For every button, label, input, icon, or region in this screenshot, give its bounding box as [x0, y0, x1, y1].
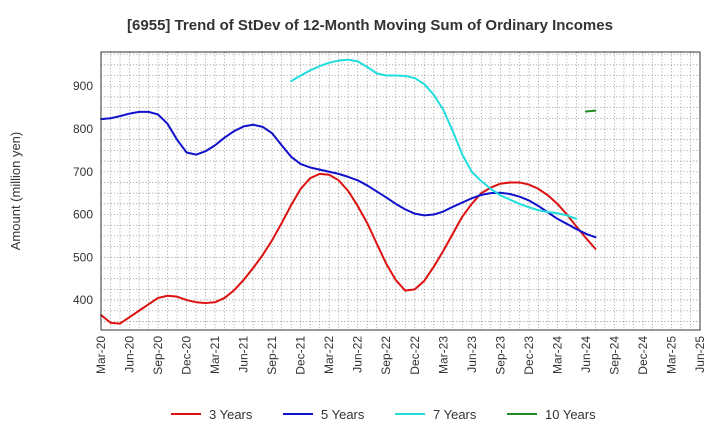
y-tick-labels: 400 500 600 700 800 900 — [73, 79, 93, 307]
x-tick-label: Dec-21 — [294, 336, 308, 375]
y-axis-label: Amount (million yen) — [8, 132, 23, 251]
x-tick-label: Jun-23 — [465, 336, 479, 373]
series-line-5-years — [100, 110, 597, 239]
series-line-3-years — [100, 172, 597, 325]
y-tick-label: 800 — [73, 122, 93, 136]
series-line-7-years — [290, 58, 578, 220]
series-layer — [100, 58, 597, 325]
legend: 3 Years 5 Years 7 Years 10 Years — [171, 407, 596, 422]
x-tick-label: Dec-22 — [408, 336, 422, 375]
x-tick-label: Mar-21 — [208, 336, 222, 374]
x-tick-label: Mar-22 — [322, 336, 336, 374]
series-line-10-years — [584, 109, 597, 113]
y-tick-label: 700 — [73, 165, 93, 179]
chart-title: [6955] Trend of StDev of 12-Month Moving… — [127, 17, 613, 34]
x-tick-label: Dec-24 — [636, 336, 650, 375]
legend-item-10-years: 10 Years — [507, 407, 596, 422]
x-tick-label: Jun-24 — [579, 336, 593, 373]
x-tick-label: Sep-24 — [607, 336, 621, 375]
x-tick-label: Jun-25 — [693, 336, 707, 373]
legend-label: 5 Years — [321, 407, 365, 422]
x-tick-label: Sep-20 — [151, 336, 165, 375]
x-tick-label: Sep-21 — [265, 336, 279, 375]
legend-item-7-years: 7 Years — [395, 407, 477, 422]
y-tick-label: 900 — [73, 79, 93, 93]
x-tick-label: Sep-23 — [493, 336, 507, 375]
legend-label: 3 Years — [209, 407, 253, 422]
x-tick-label: Mar-25 — [664, 336, 678, 374]
y-tick-label: 500 — [73, 250, 93, 264]
x-tick-label: Jun-20 — [123, 336, 137, 373]
x-tick-label: Mar-24 — [550, 336, 564, 374]
legend-label: 10 Years — [545, 407, 596, 422]
x-tick-labels: Mar-20 Jun-20 Sep-20 Dec-20 Mar-21 Jun-21 Sep-… — [94, 336, 707, 375]
x-tick-label: Dec-23 — [522, 336, 536, 375]
x-tick-label: Mar-23 — [436, 336, 450, 374]
legend-item-3-years: 3 Years — [171, 407, 253, 422]
x-tick-label: Jun-22 — [351, 336, 365, 373]
y-tick-label: 400 — [73, 293, 93, 307]
plot-frame — [100, 51, 701, 331]
grid-layer — [101, 52, 700, 330]
x-tick-label: Dec-20 — [180, 336, 194, 375]
x-tick-label: Mar-20 — [94, 336, 108, 374]
x-tick-label: Jun-21 — [237, 336, 251, 373]
y-tick-label: 600 — [73, 208, 93, 222]
legend-label: 7 Years — [433, 407, 477, 422]
x-tick-label: Sep-22 — [379, 336, 393, 375]
legend-item-5-years: 5 Years — [283, 407, 365, 422]
